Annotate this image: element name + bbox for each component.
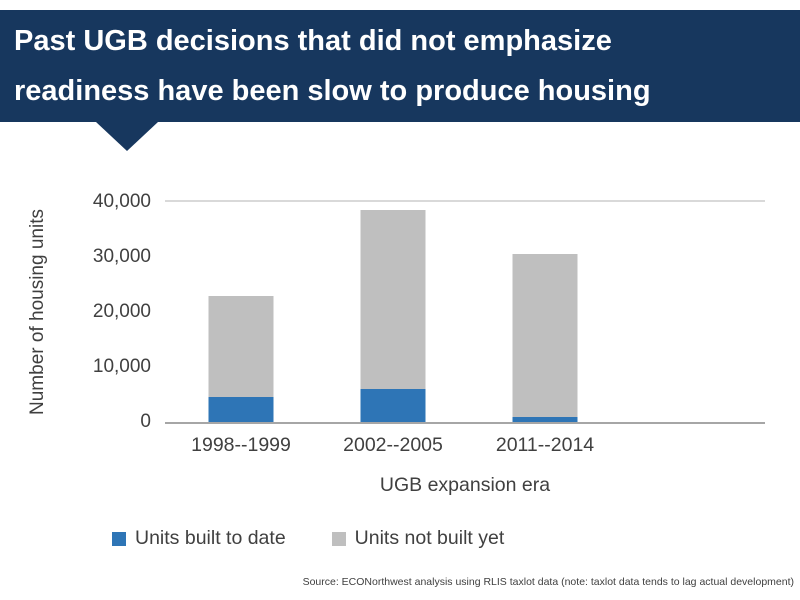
bar-slot [317,202,469,422]
stacked-bar [208,202,274,422]
stacked-bar [360,202,426,422]
x-category-label: 2002--2005 [343,434,443,456]
y-tick-label: 20,000 [92,301,151,322]
bar-segment [360,389,426,422]
legend-item: Units not built yet [331,527,505,550]
bar-slot [469,202,621,422]
bar-slot [165,202,317,422]
bar-segment [208,295,274,398]
y-axis-title: Number of housing units [27,209,48,415]
legend-item: Units built to date [112,527,286,550]
bar-segment [512,416,578,422]
bar-segment [360,210,426,389]
x-category-label: 2011--2014 [495,434,595,456]
source-note: Source: ECONorthwest analysis using RLIS… [302,576,794,588]
y-tick-label: 10,000 [92,356,151,377]
x-category-label: 1998--1999 [191,434,291,456]
y-tick-label: 0 [140,411,151,432]
legend-swatch-icon [112,531,126,546]
banner-pointer-icon [96,122,158,151]
title-banner: Past UGB decisions that did not emphasiz… [0,10,800,122]
stacked-bar [512,202,578,422]
bars-container [165,202,621,422]
bar-segment [512,254,578,417]
plot-area: 0 10,000 20,000 30,000 40,000 [93,191,765,432]
x-category-labels: 1998--1999 2002--2005 2011--2014 [165,434,621,457]
legend-label: Units built to date [135,527,286,549]
legend: Units built to date Units not built yet [112,527,504,550]
y-tick-label: 40,000 [92,191,151,212]
legend-swatch-icon [331,531,346,546]
bar-segment [208,397,274,422]
slide-title-line-2: readiness have been slow to produce hous… [14,75,651,107]
slide-title-line-1: Past UGB decisions that did not emphasiz… [14,25,612,57]
y-tick-label: 30,000 [92,246,151,267]
legend-label: Units not built yet [354,527,505,549]
x-axis-title: UGB expansion era [379,474,551,496]
